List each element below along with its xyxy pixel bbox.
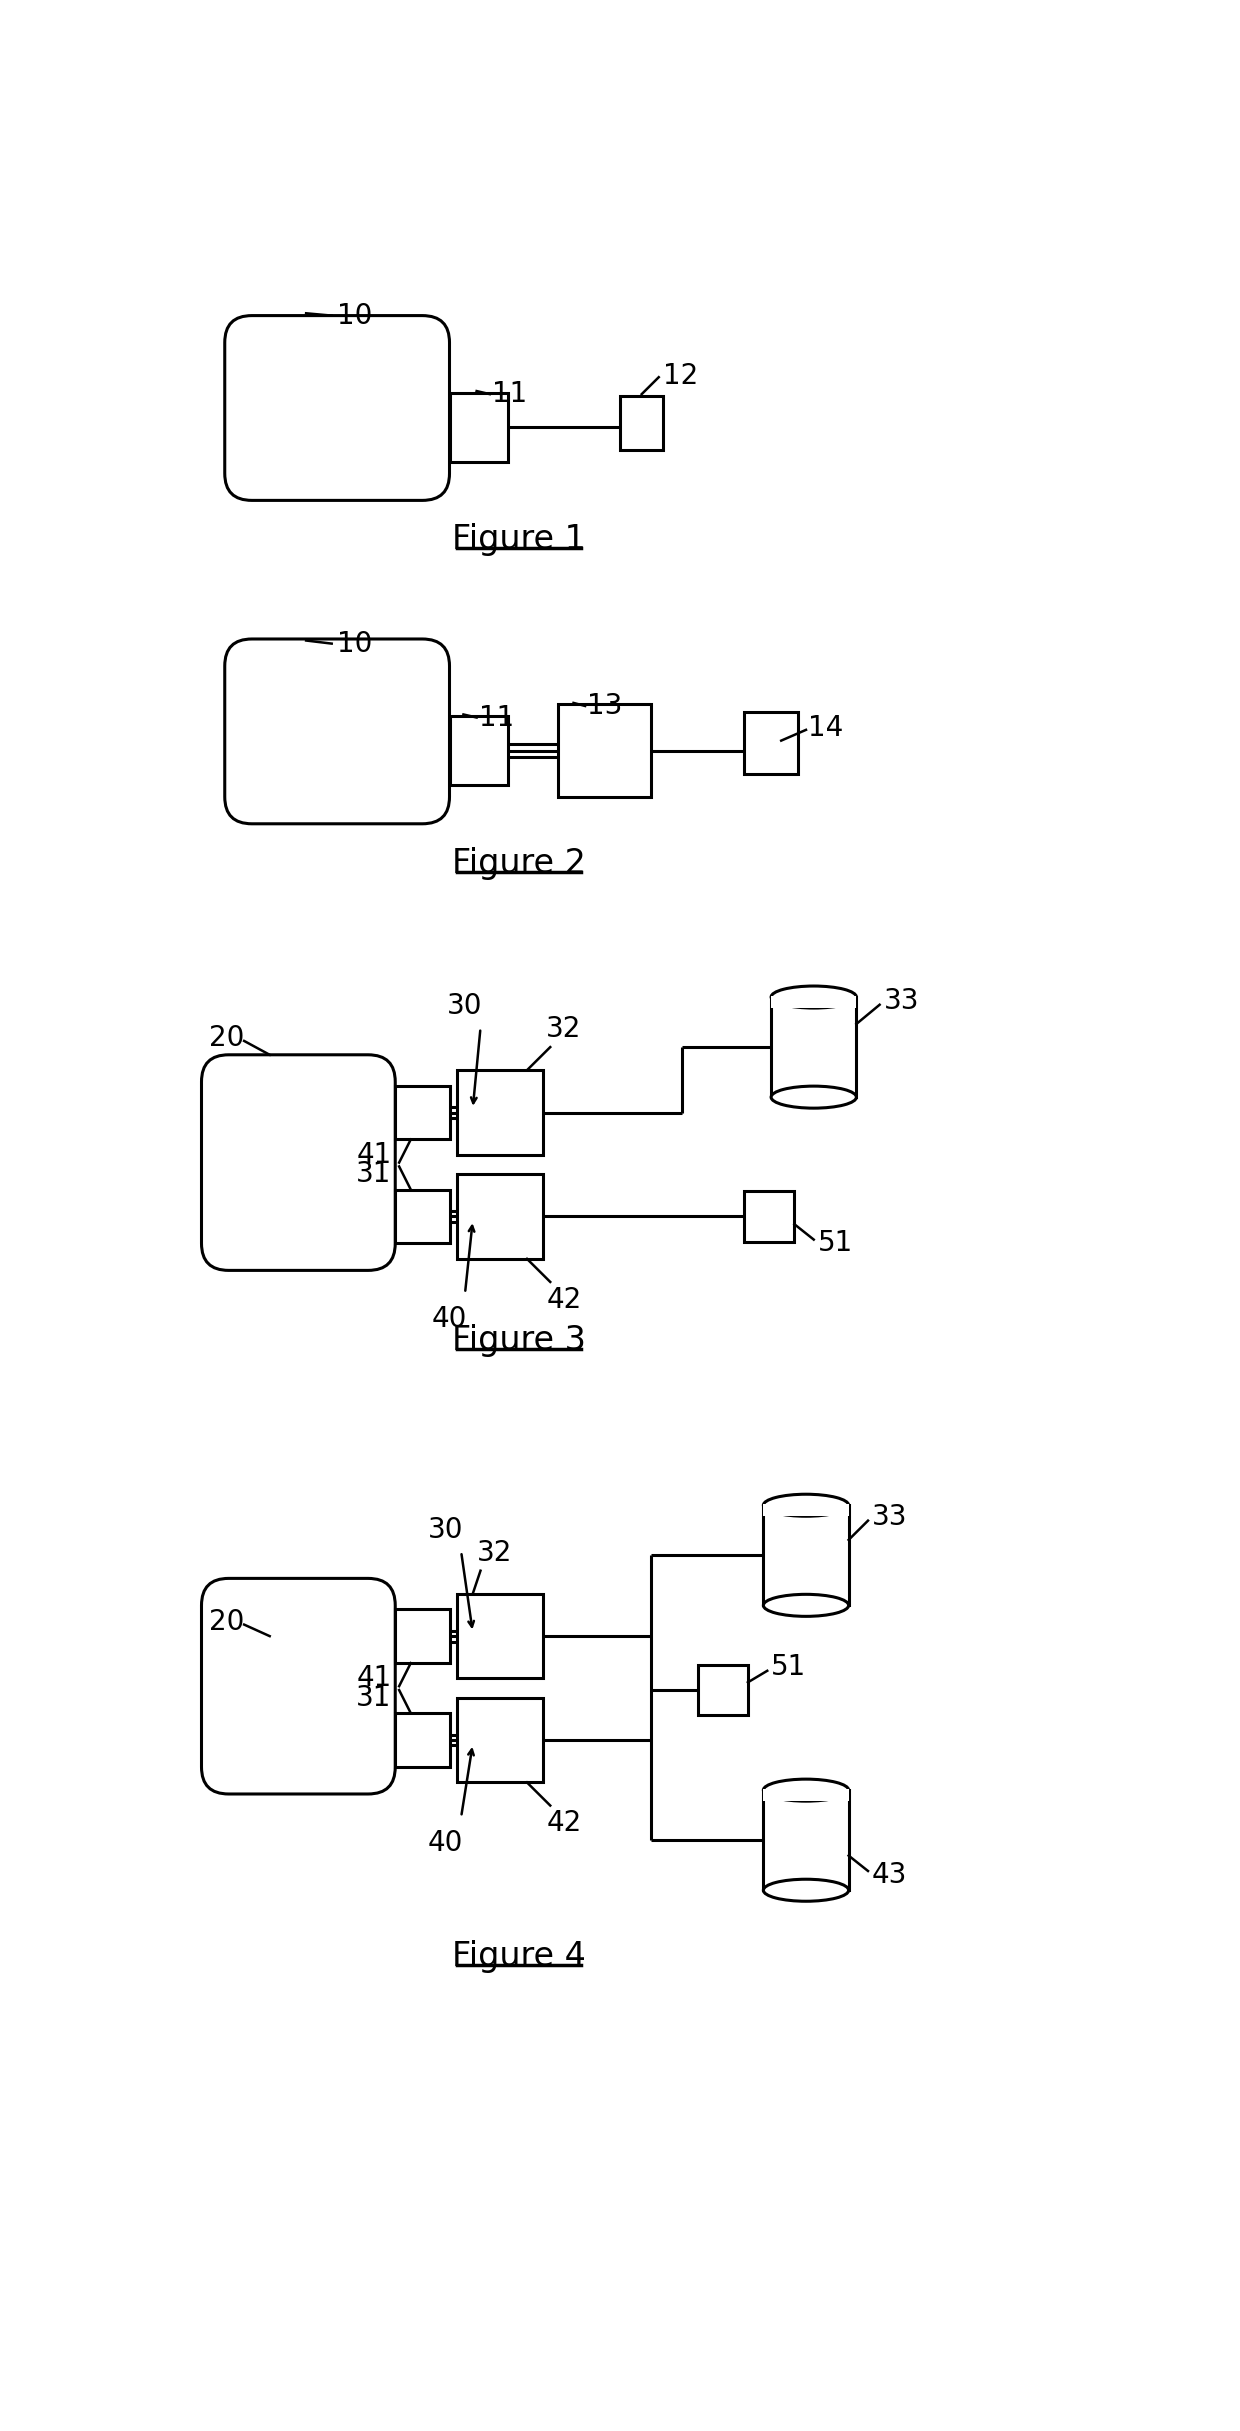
Bar (744, 712, 799, 773)
Bar (449, 391, 507, 462)
Text: 10: 10 (337, 301, 372, 331)
Text: 11: 11 (492, 379, 527, 408)
Text: 33: 33 (872, 1502, 908, 1532)
FancyBboxPatch shape (201, 1578, 396, 1794)
Text: 43: 43 (872, 1860, 908, 1889)
Bar (458, 1070, 543, 1155)
Text: 20: 20 (210, 1023, 244, 1053)
Ellipse shape (771, 987, 857, 1009)
Text: 41: 41 (356, 1665, 392, 1692)
Bar (764, 1789, 848, 1801)
Text: 32: 32 (547, 1016, 582, 1043)
Bar (396, 1714, 449, 1767)
Text: 33: 33 (883, 987, 919, 1014)
Bar (558, 705, 651, 797)
FancyBboxPatch shape (201, 1055, 396, 1271)
Bar (697, 1665, 748, 1714)
Text: Figure 3: Figure 3 (453, 1325, 587, 1356)
Text: Figure 4: Figure 4 (453, 1940, 587, 1974)
Text: 31: 31 (356, 1160, 392, 1189)
Text: 10: 10 (337, 630, 372, 659)
Text: 51: 51 (817, 1230, 853, 1257)
Bar (458, 1595, 543, 1677)
Text: 40: 40 (428, 1828, 464, 1857)
Text: 20: 20 (210, 1607, 244, 1636)
Ellipse shape (764, 1779, 848, 1801)
Bar (620, 396, 662, 450)
Ellipse shape (764, 1595, 848, 1617)
Text: 13: 13 (588, 693, 622, 720)
Bar (744, 1191, 795, 1242)
Bar (396, 1189, 449, 1242)
Ellipse shape (771, 1087, 857, 1109)
Bar (458, 1174, 543, 1259)
Bar (396, 1087, 449, 1140)
Text: 40: 40 (432, 1305, 467, 1332)
Text: 42: 42 (547, 1809, 582, 1838)
Text: Figure 2: Figure 2 (453, 846, 587, 880)
FancyBboxPatch shape (224, 639, 449, 824)
Text: 12: 12 (662, 362, 698, 389)
Text: 31: 31 (356, 1685, 392, 1711)
Bar (458, 1697, 543, 1782)
Bar (764, 1505, 848, 1517)
Text: 42: 42 (547, 1286, 582, 1313)
Ellipse shape (764, 1495, 848, 1517)
Bar (396, 1609, 449, 1663)
Text: 51: 51 (771, 1653, 806, 1680)
Text: 14: 14 (808, 715, 843, 741)
Text: Figure 1: Figure 1 (453, 523, 587, 557)
FancyBboxPatch shape (224, 316, 449, 501)
Text: 11: 11 (479, 703, 515, 732)
Ellipse shape (764, 1879, 848, 1901)
Text: 41: 41 (356, 1140, 392, 1169)
Text: 30: 30 (428, 1517, 464, 1544)
Text: 30: 30 (448, 992, 482, 1021)
Bar (771, 997, 857, 1009)
Bar (449, 717, 507, 785)
Text: 32: 32 (476, 1539, 512, 1568)
